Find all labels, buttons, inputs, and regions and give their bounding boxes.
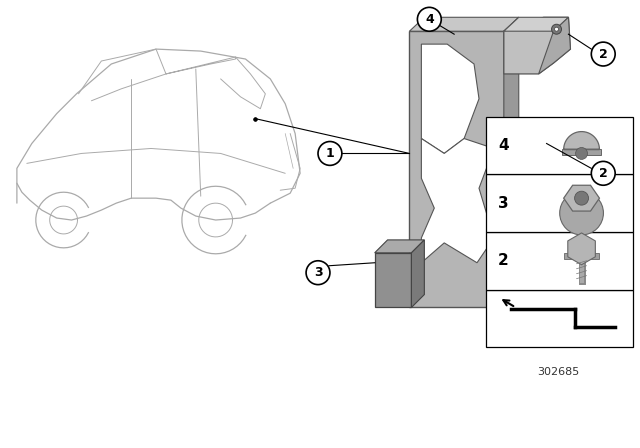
Polygon shape [410,17,519,31]
Polygon shape [504,129,534,154]
Polygon shape [412,240,424,307]
Polygon shape [421,44,479,154]
Text: 3: 3 [498,196,509,211]
Polygon shape [534,119,547,154]
Circle shape [552,24,561,34]
Bar [486,174,633,232]
Polygon shape [539,17,570,74]
Bar [486,116,633,174]
Text: 3: 3 [314,266,323,279]
Polygon shape [374,240,424,253]
Polygon shape [564,253,600,259]
Polygon shape [562,150,602,155]
Circle shape [306,261,330,284]
Polygon shape [421,138,494,263]
Circle shape [575,191,589,205]
Circle shape [554,27,559,31]
Text: 1: 1 [326,147,334,160]
Polygon shape [374,253,412,307]
Text: 2: 2 [498,253,509,268]
Polygon shape [504,17,519,307]
Circle shape [530,138,538,146]
Text: 2: 2 [599,167,607,180]
Polygon shape [564,132,600,150]
Text: 302685: 302685 [538,367,580,377]
Polygon shape [564,185,600,211]
Circle shape [532,140,535,143]
Circle shape [560,191,604,235]
Polygon shape [410,31,504,307]
Text: 4: 4 [498,138,509,153]
Circle shape [417,7,441,31]
Polygon shape [504,17,568,31]
Bar [486,232,633,289]
Circle shape [591,42,615,66]
Bar [486,289,633,347]
Circle shape [318,142,342,165]
Text: 2: 2 [599,47,607,60]
Circle shape [575,147,588,159]
Polygon shape [504,17,570,74]
Circle shape [591,161,615,185]
Polygon shape [568,233,595,265]
Text: 4: 4 [425,13,434,26]
